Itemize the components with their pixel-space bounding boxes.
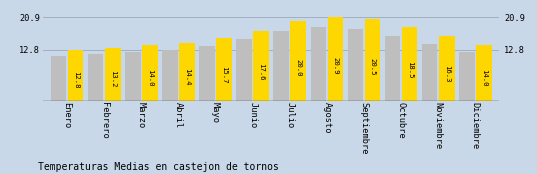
Text: 13.2: 13.2 bbox=[110, 70, 116, 88]
Text: 15.7: 15.7 bbox=[221, 66, 227, 83]
Bar bbox=[125, 52, 141, 101]
Bar bbox=[310, 27, 326, 101]
Bar bbox=[199, 46, 215, 101]
Bar bbox=[365, 19, 380, 101]
Text: 18.5: 18.5 bbox=[407, 61, 412, 79]
Text: 16.3: 16.3 bbox=[444, 65, 449, 82]
Bar bbox=[422, 44, 438, 101]
Text: 12.8: 12.8 bbox=[72, 71, 78, 88]
Text: Temperaturas Medias en castejon de tornos: Temperaturas Medias en castejon de torno… bbox=[38, 162, 279, 172]
Text: 20.0: 20.0 bbox=[295, 59, 301, 76]
Text: 14.0: 14.0 bbox=[147, 69, 153, 86]
Bar bbox=[439, 36, 454, 101]
Bar bbox=[328, 17, 343, 101]
Bar bbox=[347, 29, 363, 101]
Text: 20.9: 20.9 bbox=[332, 57, 338, 75]
Bar bbox=[291, 21, 306, 101]
Text: 14.4: 14.4 bbox=[184, 68, 190, 85]
Bar bbox=[402, 27, 417, 101]
Bar bbox=[216, 38, 232, 101]
Bar bbox=[51, 56, 67, 101]
Bar bbox=[105, 48, 120, 101]
Bar bbox=[68, 50, 83, 101]
Bar bbox=[236, 39, 252, 101]
Bar bbox=[476, 45, 491, 101]
Bar bbox=[142, 45, 158, 101]
Bar bbox=[88, 54, 104, 101]
Bar bbox=[253, 31, 269, 101]
Bar bbox=[162, 50, 178, 101]
Bar bbox=[273, 31, 289, 101]
Bar bbox=[179, 43, 195, 101]
Bar bbox=[384, 36, 400, 101]
Bar bbox=[459, 52, 475, 101]
Text: 20.5: 20.5 bbox=[369, 58, 375, 75]
Text: 17.6: 17.6 bbox=[258, 63, 264, 80]
Text: 14.0: 14.0 bbox=[481, 69, 487, 86]
